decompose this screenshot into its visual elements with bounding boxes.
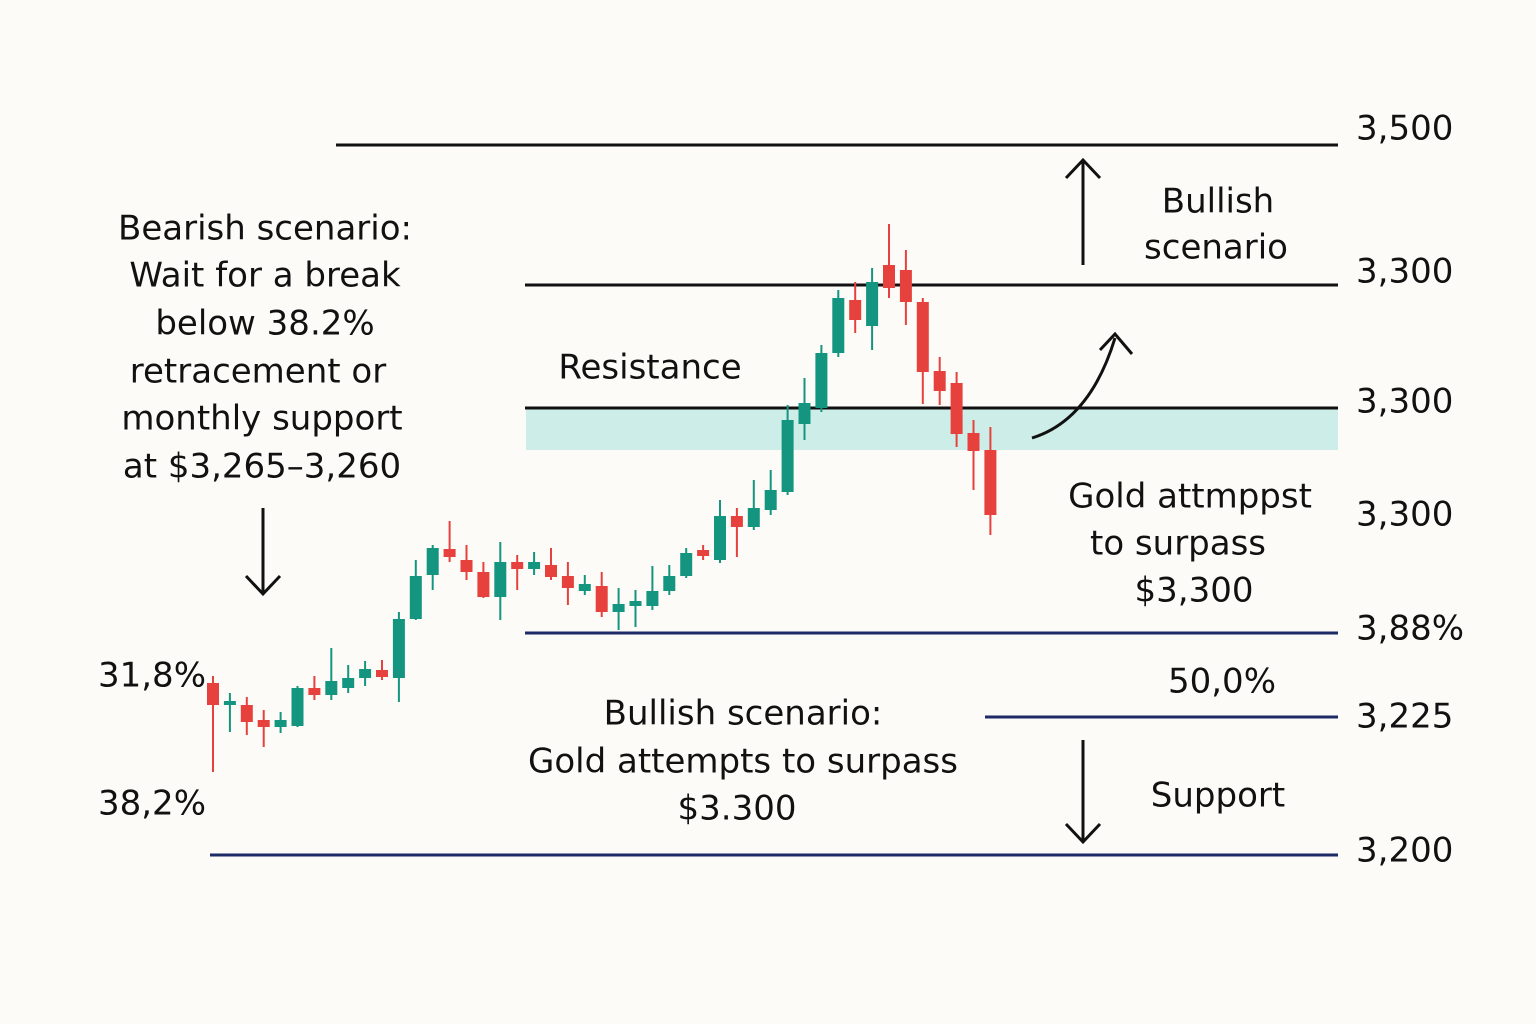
candle-body <box>967 433 980 451</box>
candle-body <box>612 604 625 612</box>
level-labels: 3,500 3,300 3,300 3,300 3,88% 3,225 3,20… <box>1356 109 1464 871</box>
arrow-up <box>1064 157 1102 265</box>
candle-body <box>798 403 811 424</box>
candle-body <box>933 371 946 391</box>
candle-body <box>409 576 422 619</box>
fib-label: 38,2% <box>98 784 206 824</box>
bearish-text: Bearish scenario: <box>118 209 412 249</box>
candle-body <box>240 705 253 722</box>
candle-body <box>730 516 743 527</box>
candle-body <box>832 298 845 353</box>
arrow-curved <box>1031 331 1134 440</box>
level-label: 3,88% <box>1356 609 1464 649</box>
arrows <box>244 157 1134 845</box>
bullish-text: $3.300 <box>678 789 797 829</box>
level-label: 3,300 <box>1356 382 1453 422</box>
candle-body <box>392 619 405 678</box>
candle-body <box>207 683 219 705</box>
bullish-text: Bullish scenario: <box>604 694 883 734</box>
bullish-text: Bullish <box>1162 182 1274 222</box>
candle-body <box>342 678 355 688</box>
fib-label: 31,8% <box>98 656 206 696</box>
candle-body <box>747 508 760 527</box>
candle-body <box>781 420 794 492</box>
gold-text: $3,300 <box>1135 571 1254 611</box>
resistance-label: Resistance <box>558 348 741 388</box>
gold-text: Gold attmppst <box>1068 477 1312 517</box>
candle-body <box>477 572 490 597</box>
level-label: 3,225 <box>1356 697 1453 737</box>
bullish-text: Gold attempts to surpass <box>528 742 958 782</box>
candle-body <box>680 553 693 576</box>
arrow-down <box>1064 740 1102 845</box>
support-label: Support <box>1151 776 1285 816</box>
candle-body <box>815 353 828 408</box>
candle-body <box>578 584 591 591</box>
candle-body <box>274 720 287 727</box>
candle-body <box>325 681 338 695</box>
level-label: 3,300 <box>1356 495 1453 535</box>
candle-body <box>308 688 321 695</box>
bullish-text: scenario <box>1144 228 1288 268</box>
candle-body <box>561 576 574 588</box>
candle-body <box>629 601 642 606</box>
candle-body <box>595 586 608 612</box>
annotations: Bearish scenario: Wait for a break below… <box>98 182 1312 829</box>
candle-body <box>849 300 862 320</box>
candle-body <box>359 669 372 678</box>
candle-body <box>443 549 456 557</box>
candle-body <box>545 565 557 577</box>
candle-body <box>899 270 912 302</box>
candle-body <box>883 265 895 288</box>
bearish-text: below 38.2% <box>155 304 374 344</box>
candle-body <box>714 516 726 560</box>
arrow-down <box>244 508 282 597</box>
resistance-zone <box>526 409 1338 450</box>
level-label: 3,300 <box>1356 252 1453 292</box>
candle-body <box>460 560 473 572</box>
candle-body <box>950 383 963 434</box>
candle-body <box>426 548 439 575</box>
candle-body <box>223 701 236 705</box>
level-label: 3,500 <box>1356 109 1453 149</box>
candle-body <box>916 302 929 372</box>
bearish-text: retracement or <box>130 352 386 392</box>
candle-body <box>511 562 524 569</box>
bearish-text: at $3,265–3,260 <box>123 447 401 487</box>
candle-body <box>764 490 777 510</box>
bearish-text: Wait for a break <box>129 256 401 296</box>
candle-body <box>494 562 507 597</box>
candle-body <box>866 282 879 326</box>
candle-body <box>291 688 304 726</box>
candle-body <box>257 720 270 727</box>
candle-body <box>646 591 659 606</box>
candle-body <box>528 562 541 569</box>
bearish-text: monthly support <box>121 399 402 439</box>
candle-body <box>376 670 388 677</box>
candle-body <box>697 550 710 556</box>
candlesticks <box>207 224 997 772</box>
level-lines <box>210 143 1338 857</box>
gold-text: to surpass <box>1090 524 1266 564</box>
level-label: 3,200 <box>1356 831 1453 871</box>
candle-body <box>663 576 676 591</box>
fib-label: 50,0% <box>1168 662 1276 702</box>
candle-body <box>984 450 997 515</box>
